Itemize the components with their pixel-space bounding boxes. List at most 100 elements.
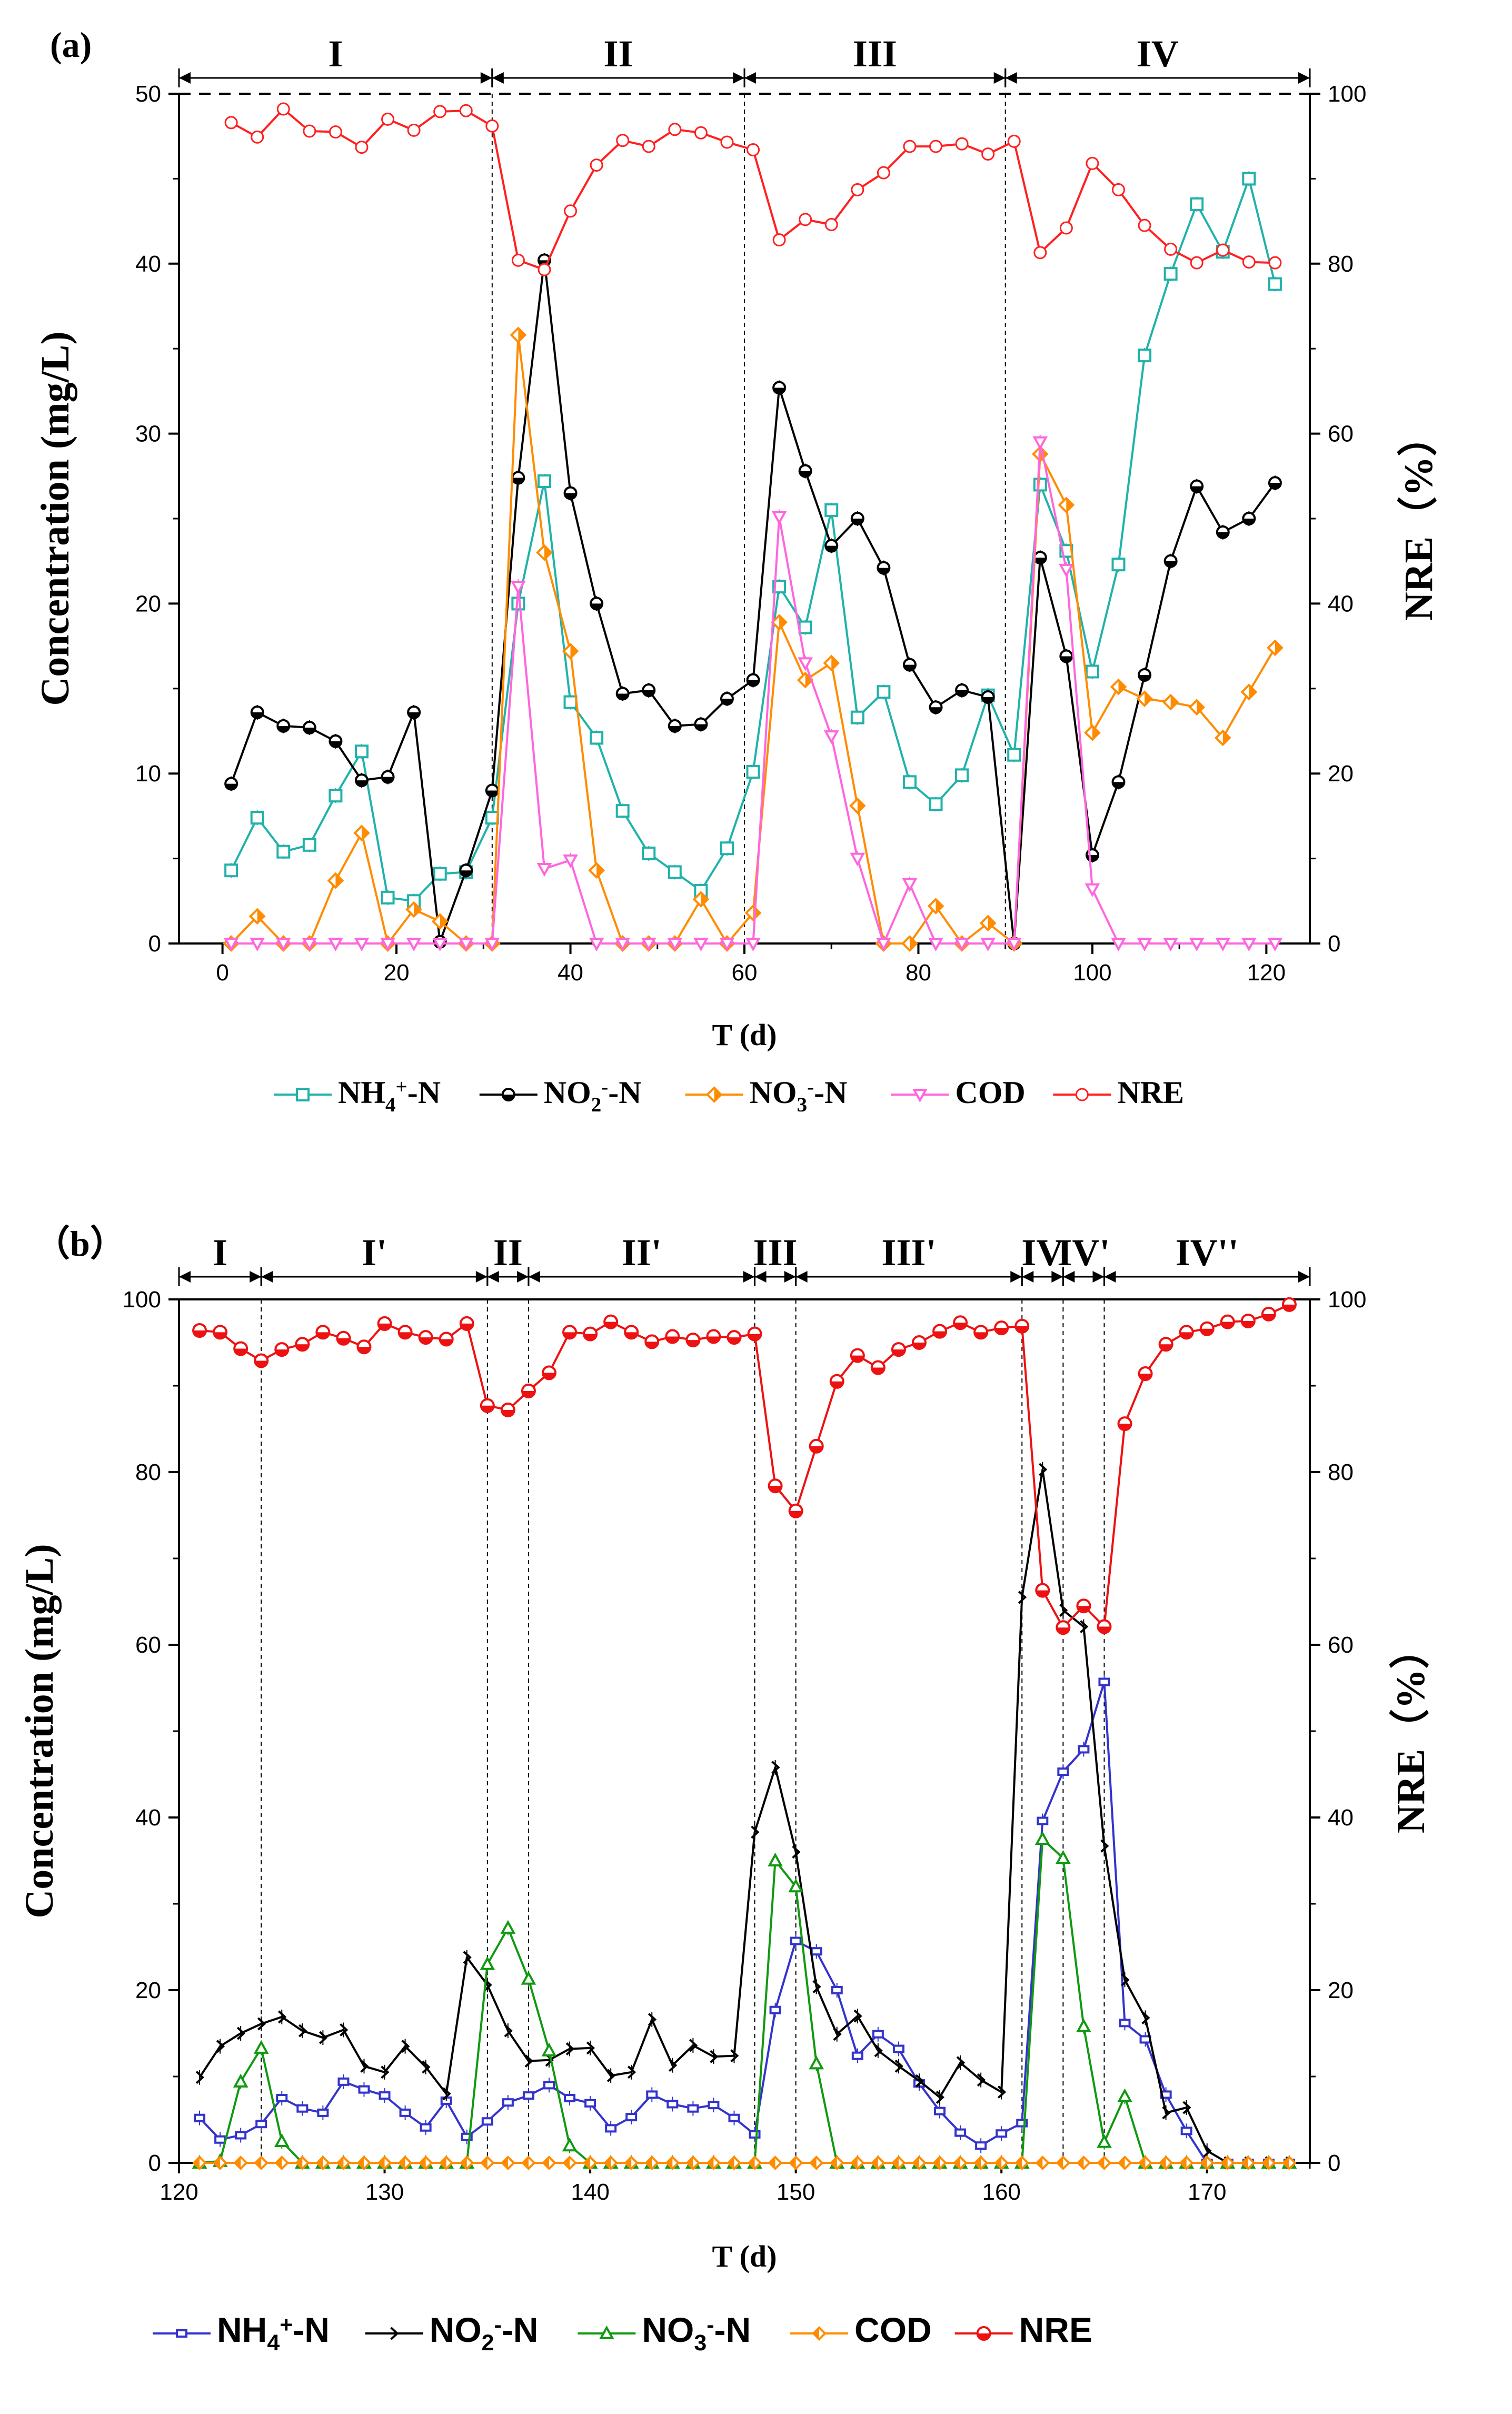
phase-arrow-left — [492, 72, 504, 84]
y2-tick-label: 60 — [1328, 1632, 1354, 1658]
legend-label: COD — [955, 1075, 1025, 1110]
data-point — [694, 126, 708, 140]
x-tick-label: 150 — [777, 2179, 815, 2205]
data-point — [788, 1879, 804, 1893]
y2-tick-label: 100 — [1328, 81, 1366, 107]
data-point — [543, 2081, 555, 2090]
data-point-fill — [1077, 1606, 1090, 1613]
data-point-fill — [810, 1446, 823, 1453]
data-point-fill — [543, 2157, 549, 2169]
data-point — [1182, 2101, 1191, 2114]
legend-label-tail: -N — [608, 1075, 641, 1110]
data-point — [1215, 938, 1231, 952]
data-point — [590, 731, 604, 745]
data-point-fill — [358, 2157, 364, 2169]
data-point-fill — [378, 1323, 391, 1330]
data-point — [276, 845, 291, 859]
data-point — [615, 938, 631, 952]
phase-arrow-left — [261, 1271, 273, 1283]
data-point — [442, 2087, 451, 2101]
data-point-fill — [440, 915, 447, 929]
data-point — [511, 253, 525, 267]
data-point — [562, 2138, 578, 2152]
data-point-fill — [591, 603, 603, 610]
data-point — [277, 2010, 287, 2024]
phase-arrow-left — [487, 1271, 499, 1283]
x-tick-label: 60 — [732, 960, 758, 986]
data-point-fill — [789, 1511, 802, 1517]
data-point — [458, 938, 474, 952]
data-point — [1162, 2106, 1171, 2120]
data-point — [981, 147, 995, 161]
data-point-fill — [1241, 1321, 1255, 1327]
data-point-fill — [747, 680, 759, 686]
data-point-fill — [564, 493, 576, 499]
data-point — [459, 104, 473, 117]
data-point — [303, 124, 316, 138]
data-point-fill — [1262, 2157, 1269, 2169]
data-point-fill — [851, 519, 863, 524]
data-point — [824, 218, 838, 232]
data-point — [236, 2026, 246, 2040]
data-point — [257, 2017, 266, 2031]
data-point — [354, 938, 370, 952]
data-point-fill — [1098, 2157, 1105, 2169]
phase-arrow-left — [179, 72, 191, 84]
data-point-fill — [563, 1332, 576, 1339]
data-point — [850, 710, 864, 724]
data-point — [302, 938, 317, 952]
legend-marker-fill — [714, 1088, 721, 1101]
series-NRE — [224, 102, 1282, 276]
data-point — [380, 938, 395, 952]
data-point-fill — [878, 568, 890, 574]
data-point-fill — [275, 1349, 289, 1356]
data-point — [934, 2107, 946, 2115]
data-point — [1034, 1831, 1050, 1845]
data-point-fill — [954, 1323, 967, 1329]
data-point — [224, 863, 238, 878]
data-point — [1097, 2134, 1112, 2148]
data-point-fill — [225, 783, 237, 790]
data-point-fill — [1057, 2157, 1063, 2169]
data-point — [771, 511, 787, 525]
data-point — [810, 1947, 822, 1956]
data-point — [337, 2077, 350, 2086]
data-point-fill — [486, 790, 498, 797]
data-point — [903, 140, 917, 153]
data-point — [749, 2130, 761, 2139]
legend-label-sup: + — [396, 1076, 407, 1098]
data-point — [708, 2101, 720, 2110]
data-point-fill — [701, 892, 708, 907]
data-point — [1241, 938, 1257, 952]
data-point — [1138, 349, 1152, 363]
legend-label: NO3--N — [642, 2310, 751, 2356]
data-point — [936, 2090, 944, 2104]
data-point — [625, 2113, 638, 2122]
data-point — [642, 140, 655, 153]
data-point — [1121, 1973, 1130, 1986]
legend-label-tail: -N — [714, 2310, 751, 2349]
data-point-fill — [825, 545, 838, 552]
phase-arrow-left — [744, 72, 756, 84]
data-point-fill — [1180, 2157, 1187, 2169]
legend-label-main: NH — [338, 1075, 385, 1110]
data-point-fill — [1191, 486, 1203, 492]
data-point-fill — [773, 388, 785, 394]
data-point-fill — [1275, 641, 1282, 655]
y-tick-label: 80 — [135, 1459, 161, 1485]
data-point — [1242, 255, 1256, 269]
data-point — [956, 2056, 966, 2070]
data-point-fill — [669, 726, 681, 732]
series-line — [198, 1468, 1289, 2164]
data-point — [1216, 243, 1230, 257]
data-point-fill — [1057, 1627, 1070, 1634]
data-point — [641, 938, 656, 952]
data-point-fill — [193, 1330, 206, 1337]
data-point-fill — [646, 2157, 652, 2169]
data-point — [1018, 1591, 1027, 1604]
data-point — [1242, 172, 1256, 186]
data-point-fill — [481, 2157, 488, 2169]
phase-label: IV'' — [1176, 1231, 1239, 1274]
y2-axis-label: NRE（%） — [1389, 1629, 1433, 1833]
